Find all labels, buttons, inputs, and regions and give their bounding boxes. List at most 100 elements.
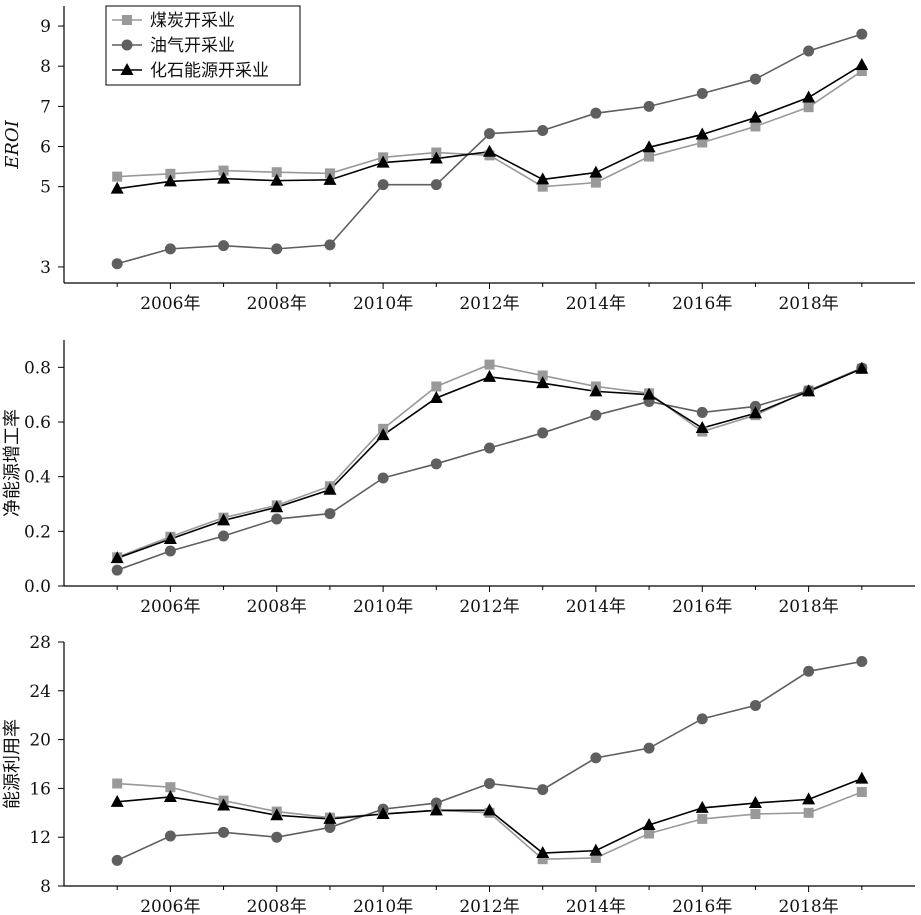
data-point-coal bbox=[112, 171, 123, 182]
data-point-oilgas bbox=[803, 665, 815, 677]
y-tick-label: 0.2 bbox=[24, 522, 51, 542]
data-point-fossil bbox=[802, 384, 816, 397]
data-point-fossil bbox=[110, 794, 124, 807]
x-tick-label: 2016年 bbox=[672, 294, 732, 314]
y-tick-label: 28 bbox=[29, 633, 51, 653]
data-point-fossil bbox=[802, 792, 816, 805]
data-point-oilgas bbox=[271, 831, 283, 843]
data-point-coal bbox=[165, 782, 176, 793]
data-point-fossil bbox=[589, 384, 603, 397]
data-point-fossil bbox=[217, 798, 231, 811]
data-point-oilgas bbox=[749, 73, 761, 85]
data-point-fossil bbox=[483, 803, 496, 816]
x-tick-label: 2012年 bbox=[459, 897, 519, 915]
data-point-oilgas bbox=[271, 243, 283, 255]
x-tick-label: 2016年 bbox=[672, 897, 732, 915]
y-tick-label: 16 bbox=[29, 779, 51, 799]
data-point-coal bbox=[644, 151, 655, 162]
y-axis-title: 净能源增工率 bbox=[2, 409, 23, 517]
data-point-oilgas bbox=[164, 545, 176, 557]
y-tick-label: 9 bbox=[40, 17, 51, 37]
data-point-coal bbox=[697, 137, 708, 148]
y-tick-label: 0.8 bbox=[24, 358, 51, 378]
data-point-fossil bbox=[270, 173, 284, 186]
data-point-fossil bbox=[695, 421, 709, 434]
data-point-oilgas bbox=[430, 179, 442, 191]
data-point-fossil bbox=[748, 406, 762, 419]
data-point-fossil bbox=[536, 376, 550, 389]
x-tick-label: 2016年 bbox=[672, 597, 732, 617]
data-point-oilgas bbox=[803, 45, 815, 57]
x-tick-label: 2012年 bbox=[459, 294, 519, 314]
data-point-oilgas bbox=[696, 713, 708, 725]
data-point-oilgas bbox=[590, 409, 602, 421]
x-tick-label: 2010年 bbox=[353, 597, 413, 617]
series-line-fossil bbox=[116, 367, 863, 559]
data-point-fossil bbox=[429, 151, 443, 164]
data-point-fossil bbox=[748, 796, 762, 809]
data-point-oilgas bbox=[537, 124, 549, 136]
data-point-oilgas bbox=[537, 427, 549, 439]
data-point-coal bbox=[856, 787, 867, 798]
data-point-oilgas bbox=[590, 752, 602, 764]
y-axis-title: EROI bbox=[2, 119, 23, 169]
x-tick-label: 2014年 bbox=[566, 897, 626, 915]
data-point-fossil bbox=[589, 165, 603, 178]
data-point-coal bbox=[484, 359, 495, 370]
data-point-oilgas bbox=[111, 854, 123, 866]
legend-marker-fossil bbox=[120, 63, 134, 75]
data-point-fossil bbox=[589, 843, 603, 856]
x-tick-label: 2010年 bbox=[353, 294, 413, 314]
data-point-fossil bbox=[110, 181, 124, 194]
data-point-fossil bbox=[483, 369, 496, 382]
data-point-oilgas bbox=[164, 830, 176, 842]
data-point-coal bbox=[590, 852, 601, 863]
legend-marker-coal bbox=[122, 15, 132, 25]
data-point-oilgas bbox=[749, 699, 761, 711]
x-tick-label: 2008年 bbox=[247, 597, 307, 617]
data-point-coal bbox=[856, 66, 867, 77]
series-line-coal bbox=[116, 363, 863, 559]
y-tick-label: 0.4 bbox=[24, 468, 51, 488]
data-point-oilgas bbox=[696, 406, 708, 418]
data-point-oilgas bbox=[856, 656, 868, 668]
data-point-fossil bbox=[855, 58, 869, 71]
x-tick-label: 2006年 bbox=[140, 294, 200, 314]
data-point-oilgas bbox=[430, 797, 442, 809]
legend-label-oilgas: 油气开采业 bbox=[150, 36, 235, 56]
data-point-coal bbox=[271, 167, 282, 178]
x-tick-label: 2008年 bbox=[247, 294, 307, 314]
y-tick-label: 5 bbox=[40, 178, 51, 198]
x-tick-label: 2012年 bbox=[459, 597, 519, 617]
data-point-coal bbox=[165, 168, 176, 179]
data-point-coal bbox=[537, 181, 548, 192]
data-point-oilgas bbox=[856, 28, 868, 40]
data-point-fossil bbox=[429, 390, 443, 403]
data-point-coal bbox=[112, 778, 123, 789]
data-point-oilgas bbox=[484, 128, 495, 140]
data-point-fossil bbox=[270, 500, 284, 513]
data-point-fossil bbox=[642, 387, 656, 400]
x-tick-label: 2018年 bbox=[778, 897, 838, 915]
data-point-oilgas bbox=[324, 239, 336, 251]
data-point-fossil bbox=[748, 110, 762, 123]
data-point-fossil bbox=[163, 174, 177, 187]
data-point-coal bbox=[750, 809, 761, 820]
data-point-oilgas bbox=[430, 458, 442, 470]
x-tick-label: 2010年 bbox=[353, 897, 413, 915]
y-tick-label: 8 bbox=[40, 877, 51, 897]
data-point-oilgas bbox=[590, 107, 602, 119]
data-point-fossil bbox=[217, 513, 231, 526]
data-point-oilgas bbox=[643, 100, 655, 112]
data-point-fossil bbox=[376, 155, 390, 168]
data-point-coal bbox=[537, 370, 548, 381]
y-tick-label: 3 bbox=[40, 258, 51, 278]
data-point-oilgas bbox=[324, 508, 336, 520]
data-point-fossil bbox=[163, 789, 177, 802]
data-point-coal bbox=[218, 165, 229, 176]
y-tick-label: 8 bbox=[40, 57, 51, 77]
data-point-oilgas bbox=[377, 179, 389, 191]
data-point-oilgas bbox=[324, 821, 336, 833]
data-point-oilgas bbox=[218, 530, 230, 542]
